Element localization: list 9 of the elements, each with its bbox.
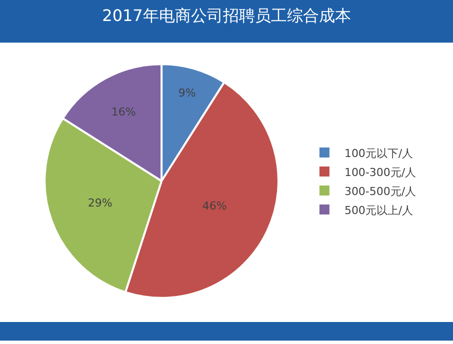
chart-title: 2017年电商公司招聘员工综合成本 (102, 6, 351, 26)
data-label: 9% (178, 86, 196, 100)
data-label: 29% (88, 196, 112, 210)
legend-label: 100-300元/人 (344, 166, 416, 179)
data-label: 16% (111, 105, 136, 118)
data-label: 46% (202, 199, 227, 212)
legend-label: 100元以下/人 (344, 146, 414, 160)
legend-label: 500元以上/人 (344, 204, 414, 217)
legend-label: 300-500元/人 (344, 184, 416, 198)
